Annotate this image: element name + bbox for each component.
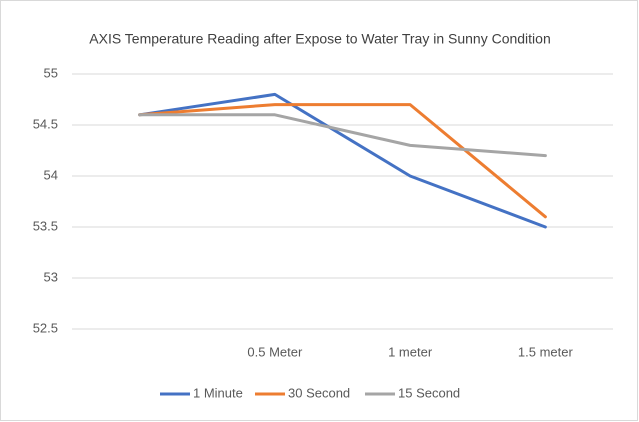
x-tick-label: 1.5 meter — [518, 344, 574, 359]
x-tick-label: 0.5 Meter — [247, 344, 303, 359]
y-tick-label: 55 — [44, 65, 58, 80]
x-tick-label: 1 meter — [388, 344, 433, 359]
legend-label: 15 Second — [398, 385, 460, 400]
legend-label: 30 Second — [288, 385, 350, 400]
series-line — [138, 103, 547, 219]
y-tick-label: 54.5 — [33, 116, 58, 131]
chart-title: AXIS Temperature Reading after Expose to… — [89, 31, 550, 47]
legend-label: 1 Minute — [193, 385, 243, 400]
y-tick-label: 53 — [44, 269, 58, 284]
y-tick-label: 54 — [44, 167, 58, 182]
series-line — [138, 113, 547, 158]
y-tick-label: 53.5 — [33, 218, 58, 233]
y-tick-label: 52.5 — [33, 320, 58, 335]
series-line — [138, 92, 547, 229]
